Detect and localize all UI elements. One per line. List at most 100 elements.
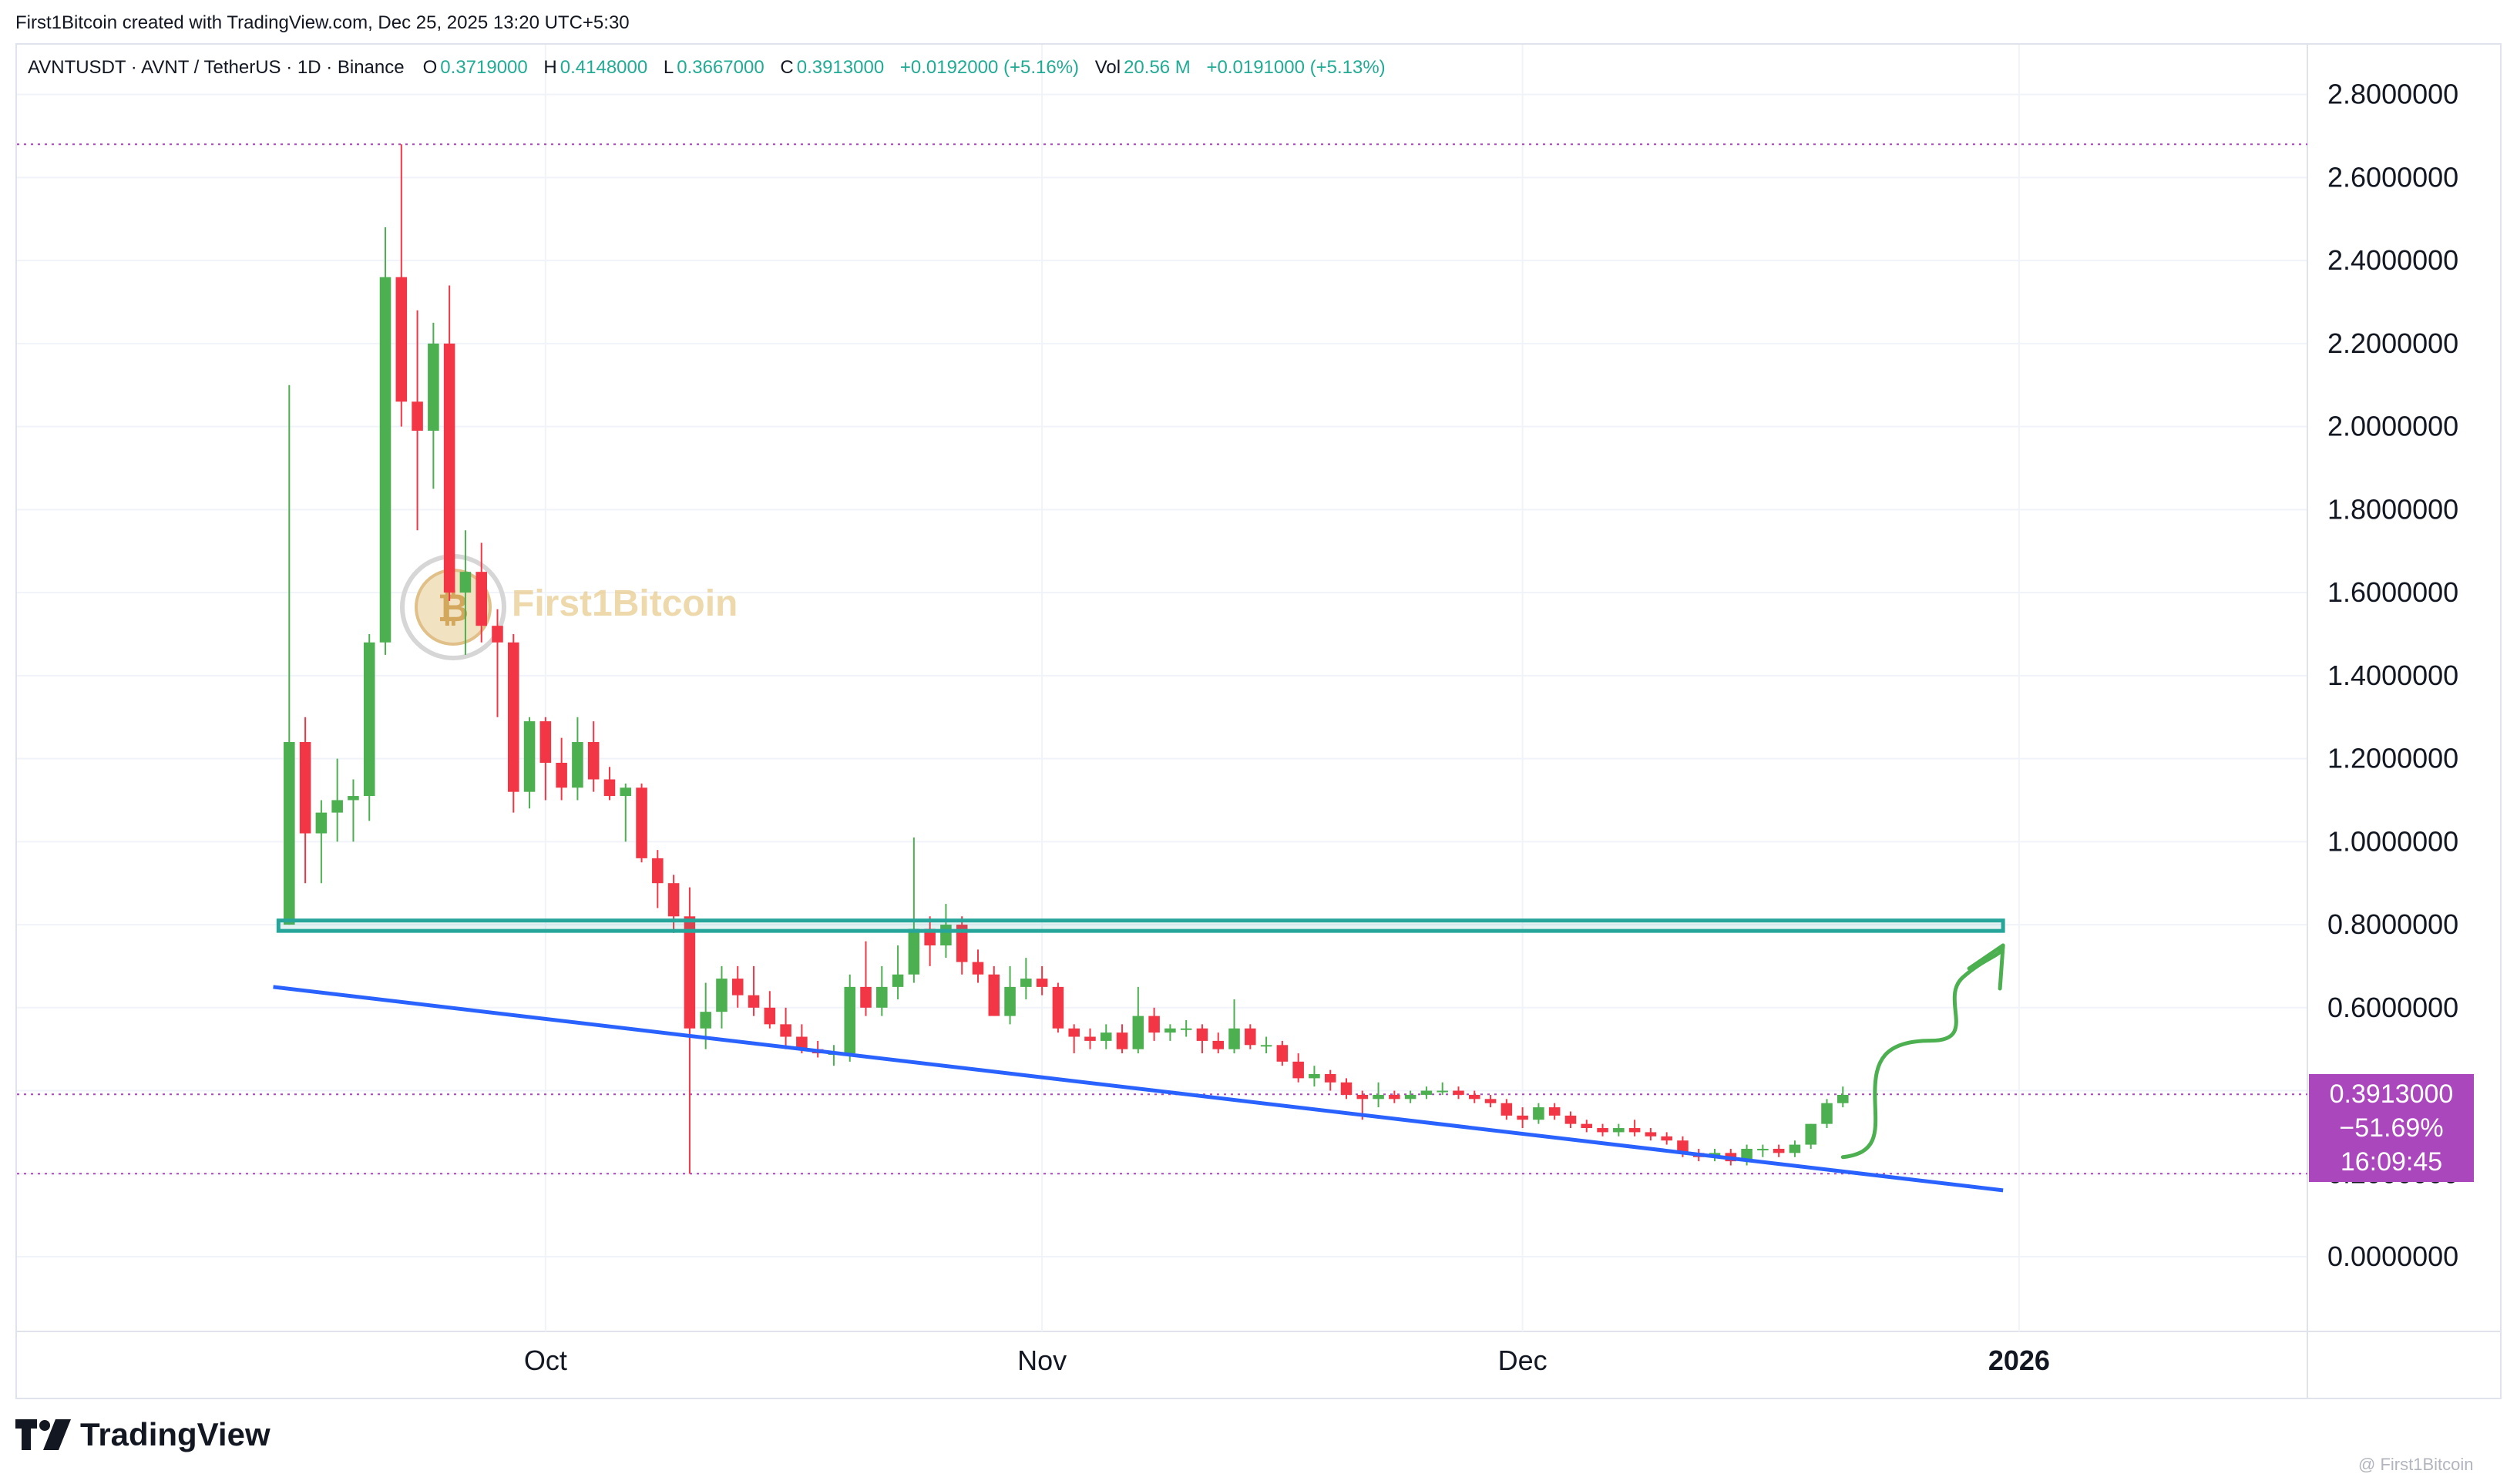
candle-body xyxy=(684,916,696,1029)
candle xyxy=(572,717,583,801)
candle-body xyxy=(476,572,487,626)
trendline xyxy=(273,985,2004,1193)
candle-body xyxy=(299,742,311,834)
candle xyxy=(1420,1086,1433,1100)
candle xyxy=(620,783,632,842)
y-tick-label: 0.6000000 xyxy=(2327,992,2458,1023)
ohlc-legend: AVNTUSDT · AVNT / TetherUS · 1D · Binanc… xyxy=(28,57,1396,79)
candle-body xyxy=(700,1012,711,1029)
candle xyxy=(716,965,728,1029)
candle-body xyxy=(956,925,968,962)
candle xyxy=(1212,1032,1225,1054)
candle-body xyxy=(363,642,375,797)
candle xyxy=(956,916,968,975)
y-tick-label: 1.0000000 xyxy=(2327,825,2458,857)
tradingview-logo[interactable]: TradingView xyxy=(15,1416,271,1453)
legend-open-value: 0.3719000 xyxy=(440,57,528,78)
candle xyxy=(1805,1123,1816,1149)
candle-body xyxy=(1148,1016,1160,1033)
candle-body xyxy=(1468,1094,1480,1100)
candle xyxy=(1468,1090,1480,1103)
candle-body xyxy=(284,742,295,925)
candle-body xyxy=(1132,1016,1144,1049)
candle xyxy=(1004,965,1016,1025)
candle xyxy=(284,384,295,925)
candle xyxy=(828,1045,840,1066)
price-axis: 2.8000000 2.6000000 2.4000000 2.2000000 2.00… xyxy=(2327,79,2458,1272)
candle xyxy=(972,949,984,983)
candle-body xyxy=(716,979,728,1012)
candle xyxy=(1500,1099,1513,1120)
candle-body xyxy=(636,787,647,858)
candle-body xyxy=(764,1007,776,1025)
y-tick-label: 2.2000000 xyxy=(2327,327,2458,359)
candle-body xyxy=(379,277,391,643)
candle-body xyxy=(1068,1028,1080,1037)
candle xyxy=(1661,1132,1672,1145)
candle xyxy=(459,530,472,655)
candle xyxy=(1100,1024,1112,1049)
candle-body xyxy=(603,779,616,797)
candle xyxy=(556,737,567,801)
y-tick-label: 2.8000000 xyxy=(2327,79,2458,110)
candle-body xyxy=(972,962,984,975)
candle xyxy=(667,875,680,933)
candle xyxy=(1309,1066,1320,1087)
candle xyxy=(395,144,408,427)
legend-volume-value: 20.56 M xyxy=(1124,57,1191,78)
candle-body xyxy=(1757,1148,1769,1150)
legend-volume-label: Vol xyxy=(1094,57,1121,78)
time-axis: Oct Nov Dec 2026 xyxy=(524,1345,2050,1376)
candles xyxy=(284,144,1849,1174)
candle xyxy=(1453,1086,1464,1100)
candle xyxy=(844,974,856,1062)
candle-body xyxy=(1212,1040,1225,1049)
legend-low-label: L xyxy=(663,57,674,78)
candle xyxy=(876,965,888,1016)
candle xyxy=(892,945,904,1000)
candle-body xyxy=(572,742,583,788)
candle-body xyxy=(1484,1099,1497,1103)
legend-volume-change: +0.0191000 (+5.13%) xyxy=(1206,57,1386,78)
candle xyxy=(539,717,552,801)
candle xyxy=(748,965,760,1016)
candle xyxy=(1292,1053,1304,1083)
candle-body xyxy=(1805,1123,1816,1145)
candle xyxy=(1645,1128,1657,1141)
candle-body xyxy=(1564,1115,1577,1124)
candle-body xyxy=(924,928,936,945)
chart-frame xyxy=(15,43,2502,1399)
candle xyxy=(428,322,439,489)
candle xyxy=(652,850,664,908)
candle-body xyxy=(539,721,552,763)
candle-body xyxy=(1245,1028,1256,1046)
candle xyxy=(1196,1024,1208,1054)
candle xyxy=(924,916,936,966)
y-tick-label: 2.4000000 xyxy=(2327,244,2458,276)
y-tick-label: 0.0000000 xyxy=(2327,1241,2458,1272)
candle-body xyxy=(508,642,519,792)
candle xyxy=(988,965,1000,1016)
candle xyxy=(731,965,744,1008)
bar-countdown: 16:09:45 xyxy=(2340,1147,2443,1177)
candle-body xyxy=(1404,1094,1416,1100)
candle-body xyxy=(1276,1045,1289,1062)
candle-body xyxy=(1004,986,1016,1016)
candle xyxy=(1613,1123,1625,1137)
x-tick-label: Dec xyxy=(1498,1345,1548,1376)
trendline-line xyxy=(273,985,2004,1193)
candle-body xyxy=(1180,1028,1192,1030)
candle xyxy=(348,779,359,842)
candle-body xyxy=(1292,1061,1304,1079)
candle-body xyxy=(620,787,632,797)
candle xyxy=(1789,1140,1801,1157)
candle xyxy=(331,758,343,842)
candle-body xyxy=(1164,1028,1176,1033)
legend-close-label: C xyxy=(780,57,794,78)
candle-body xyxy=(1373,1094,1384,1100)
candle xyxy=(780,1007,791,1049)
last-price-tag: 0.3913000 −51.69% 16:09:45 xyxy=(2309,1074,2474,1182)
candle xyxy=(1548,1103,1561,1120)
candle-body xyxy=(395,277,408,402)
